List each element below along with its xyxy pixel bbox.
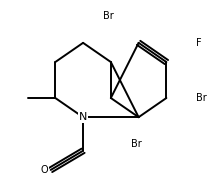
Text: Br: Br (103, 11, 114, 21)
Text: Br: Br (196, 93, 207, 103)
Text: Br: Br (131, 139, 142, 149)
Text: O: O (41, 165, 48, 175)
Text: N: N (79, 112, 87, 122)
Text: F: F (196, 38, 202, 48)
